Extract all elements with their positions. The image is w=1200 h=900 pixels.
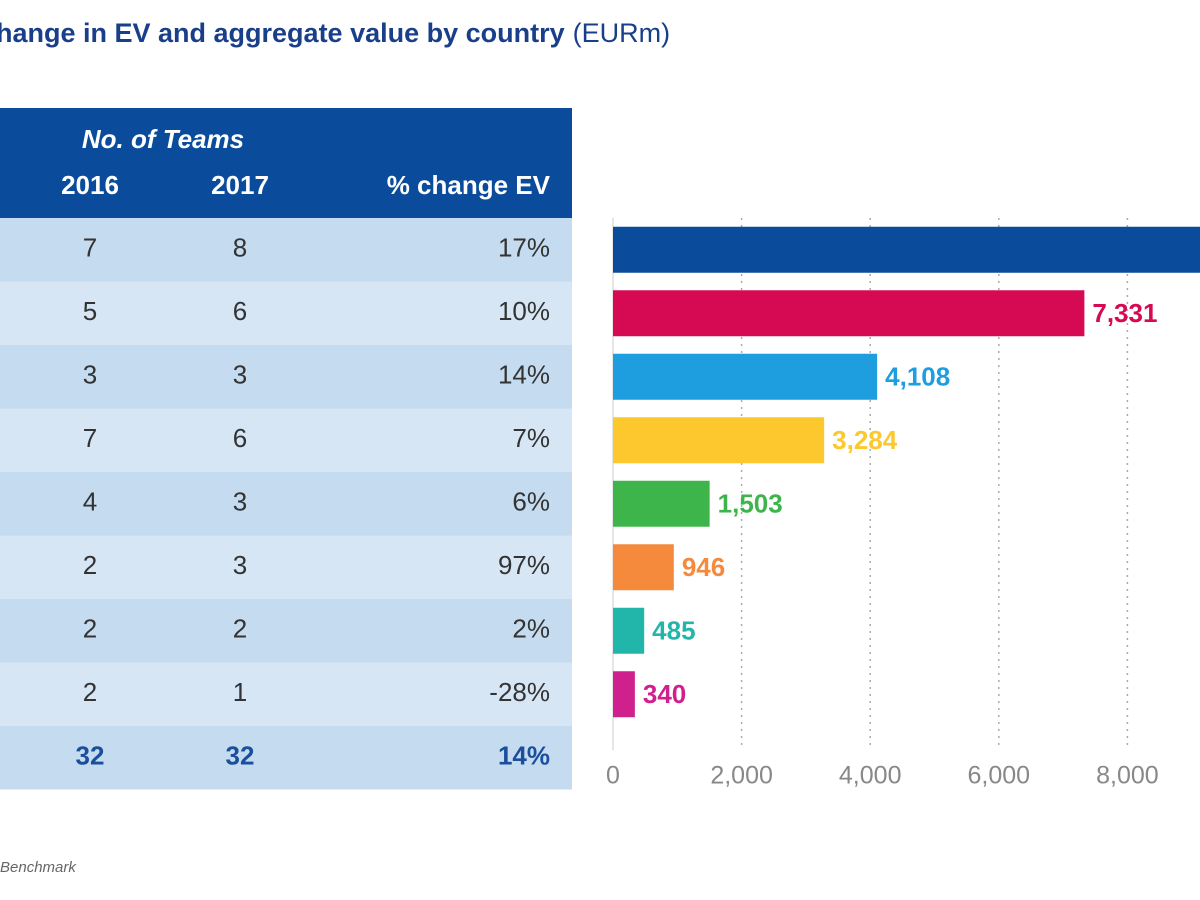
- table-row-bg: [0, 599, 572, 663]
- table-cell: 2: [83, 614, 97, 644]
- x-tick-label: 2,000: [710, 762, 773, 790]
- table-cell: 7: [83, 233, 97, 263]
- table-row-bg: [0, 218, 572, 282]
- bar: [613, 353, 878, 400]
- bar: [613, 226, 1200, 273]
- table-cell: 4: [83, 487, 97, 517]
- table-cell: 97%: [498, 550, 550, 580]
- table-cell: 7%: [512, 423, 550, 453]
- table-cell: 3: [83, 360, 97, 390]
- bar: [613, 480, 710, 527]
- table-row-bg: [0, 408, 572, 472]
- table-cell: 2: [233, 614, 247, 644]
- title-main: hange in EV and aggregate value by count…: [0, 18, 565, 48]
- table-row-bg: [0, 281, 572, 345]
- table-header-bg: [0, 108, 572, 218]
- table-cell: 3: [233, 360, 247, 390]
- bar: [613, 544, 674, 591]
- table-cell: 3: [233, 487, 247, 517]
- table-row-bg: [0, 345, 572, 409]
- table-cell: 6: [233, 423, 247, 453]
- bar: [613, 607, 645, 654]
- table-row-bg: [0, 726, 572, 790]
- table-cell: 1: [233, 677, 247, 707]
- table-row-bg: [0, 662, 572, 726]
- x-tick-label: 0: [606, 762, 620, 790]
- table-cell: 3: [233, 550, 247, 580]
- table-cell: 2: [83, 677, 97, 707]
- bar: [613, 290, 1085, 337]
- x-tick-label: 8,000: [1096, 762, 1159, 790]
- table-cell: 2: [83, 550, 97, 580]
- table-cell: 6: [233, 296, 247, 326]
- table-cell: 32: [76, 741, 105, 771]
- bar: [613, 671, 635, 718]
- table-cell: -28%: [489, 677, 550, 707]
- table-cell: 8: [233, 233, 247, 263]
- table-cell: 14%: [498, 360, 550, 390]
- value-label: 946: [682, 552, 725, 582]
- table-row-bg: [0, 472, 572, 536]
- table-cell: 5: [83, 296, 97, 326]
- table-cell: 7: [83, 423, 97, 453]
- column-header: 2016: [61, 170, 119, 200]
- x-tick-label: 6,000: [968, 762, 1031, 790]
- bar: [613, 417, 825, 464]
- value-label: 1,503: [718, 489, 783, 519]
- table-cell: 17%: [498, 233, 550, 263]
- group-header: No. of Teams: [82, 124, 244, 154]
- table-cell: 6%: [512, 487, 550, 517]
- title: hange in EV and aggregate value by count…: [0, 18, 670, 48]
- source: Benchmark: [0, 859, 77, 876]
- table-cell: 2%: [512, 614, 550, 644]
- table-cell: 32: [226, 741, 255, 771]
- value-label: 4,108: [885, 362, 950, 392]
- value-label: 485: [652, 616, 695, 646]
- title-unit: (EURm): [573, 18, 670, 48]
- table-row-bg: [0, 535, 572, 599]
- table-cell: 10%: [498, 296, 550, 326]
- value-label: 340: [643, 679, 686, 709]
- x-tick-label: 4,000: [839, 762, 902, 790]
- column-header: % change EV: [387, 170, 551, 200]
- table-cell: 14%: [498, 741, 550, 771]
- column-header: 2017: [211, 170, 269, 200]
- value-label: 3,284: [832, 425, 898, 455]
- value-label: 7,331: [1092, 298, 1157, 328]
